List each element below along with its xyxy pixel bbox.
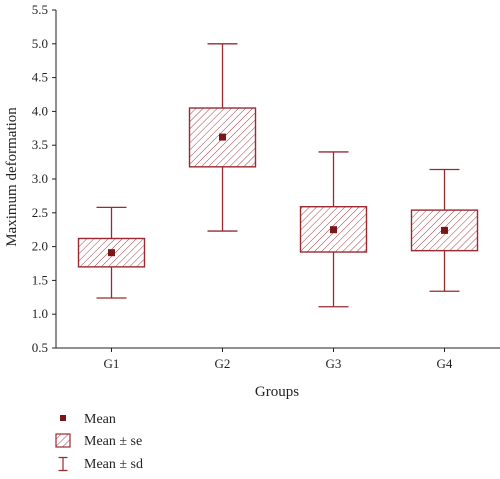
plot-area: 0.5 1.0 1.5 2.0 2.5 3.0 3.5 4.0 4.5 5.0 5.5 G1 G2 G3 G… — [32, 2, 500, 371]
legend-sd-label: Mean ± sd — [84, 457, 143, 472]
legend-se-label: Mean ± se — [84, 434, 142, 449]
y-axis-title: Maximum deformation — [4, 107, 20, 247]
legend: Mean Mean ± se Mean ± sd — [55, 412, 143, 472]
y-tick-label: 5.5 — [32, 2, 48, 17]
y-tick-label: 1.0 — [32, 306, 48, 321]
legend-item-se: Mean ± se — [55, 433, 142, 449]
sd-whisker — [207, 43, 238, 232]
y-tick-label: 3.5 — [32, 137, 48, 152]
y-tick-label: 1.5 — [32, 272, 48, 287]
box-group-g4 — [410, 168, 479, 292]
y-tick-label: 4.0 — [32, 103, 48, 118]
sd-whisker — [96, 206, 127, 299]
y-tick-label: 0.5 — [32, 340, 48, 355]
y-tick-label: 2.5 — [32, 205, 48, 220]
box-group-g3 — [299, 151, 368, 308]
legend-mean-marker — [60, 415, 66, 421]
mean-marker — [108, 249, 115, 257]
y-tick-label: 5.0 — [32, 36, 48, 51]
sd-whisker — [429, 168, 460, 292]
legend-item-mean: Mean — [60, 412, 116, 427]
box-group-g1 — [77, 206, 146, 299]
x-axis-title: Groups — [255, 384, 299, 400]
x-tick-label: G3 — [326, 356, 342, 371]
mean-marker — [219, 133, 226, 141]
sd-whisker — [318, 151, 349, 308]
x-tick-label: G2 — [215, 356, 231, 371]
legend-item-sd: Mean ± sd — [58, 456, 143, 472]
mean-marker — [330, 226, 337, 234]
legend-sd-whisker-icon — [58, 456, 68, 472]
mean-marker — [441, 226, 448, 234]
legend-mean-label: Mean — [84, 412, 116, 427]
legend-se-swatch — [55, 433, 71, 448]
x-tick-label: G1 — [104, 356, 120, 371]
x-tick-label: G4 — [437, 356, 453, 371]
y-tick-label: 4.5 — [32, 70, 48, 85]
box-group-g2 — [188, 43, 257, 232]
y-tick-label: 2.0 — [32, 239, 48, 254]
y-tick-label: 3.0 — [32, 171, 48, 186]
